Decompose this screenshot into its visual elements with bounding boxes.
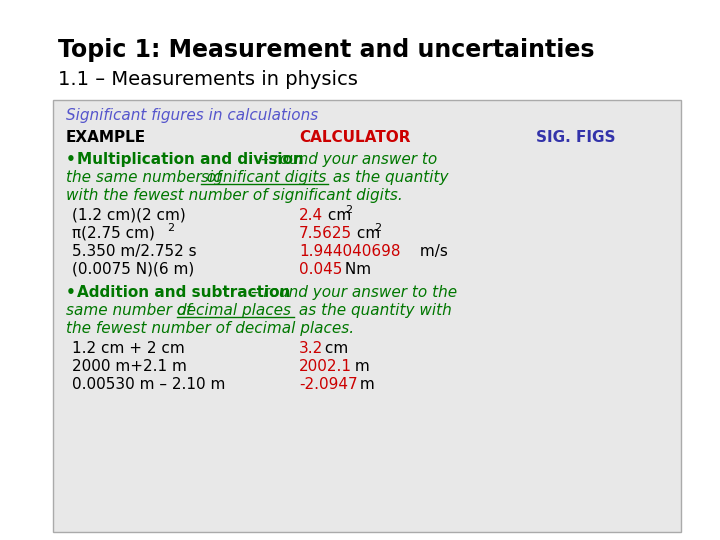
Text: Multiplication and division: Multiplication and division: [77, 152, 304, 167]
Text: same number of: same number of: [66, 303, 196, 318]
Text: 1.944040698: 1.944040698: [300, 244, 401, 259]
Text: cm: cm: [320, 341, 348, 356]
Text: with the fewest number of significant digits.: with the fewest number of significant di…: [66, 188, 402, 203]
Text: – round your answer to: – round your answer to: [256, 152, 437, 167]
Text: Significant figures in calculations: Significant figures in calculations: [66, 108, 318, 123]
Text: m: m: [351, 359, 370, 374]
Text: Topic 1: Measurement and uncertainties: Topic 1: Measurement and uncertainties: [58, 38, 595, 62]
Text: 2002.1: 2002.1: [300, 359, 352, 374]
Text: cm: cm: [352, 226, 381, 241]
Text: 7.5625: 7.5625: [300, 226, 352, 241]
Text: 0.045: 0.045: [300, 262, 343, 277]
Text: 2: 2: [167, 223, 174, 233]
Text: Nm: Nm: [340, 262, 371, 277]
Text: 1.2 cm + 2 cm: 1.2 cm + 2 cm: [73, 341, 185, 356]
Text: the same number of: the same number of: [66, 170, 226, 185]
Text: SIG. FIGS: SIG. FIGS: [536, 130, 615, 145]
Text: 2: 2: [346, 205, 353, 215]
Text: as the quantity: as the quantity: [328, 170, 449, 185]
Text: decimal places: decimal places: [176, 303, 291, 318]
Text: •: •: [66, 152, 76, 167]
Text: (1.2 cm)(2 cm): (1.2 cm)(2 cm): [73, 208, 186, 223]
Text: as the quantity with: as the quantity with: [294, 303, 452, 318]
Text: 1.1 – Measurements in physics: 1.1 – Measurements in physics: [58, 70, 358, 89]
Text: the fewest number of decimal places.: the fewest number of decimal places.: [66, 321, 354, 336]
Text: •: •: [66, 285, 76, 300]
Text: Addition and subtraction: Addition and subtraction: [77, 285, 291, 300]
Text: 5.350 m/2.752 s: 5.350 m/2.752 s: [73, 244, 197, 259]
Text: EXAMPLE: EXAMPLE: [66, 130, 145, 145]
Text: 0.00530 m – 2.10 m: 0.00530 m – 2.10 m: [73, 377, 226, 392]
Text: -2.0947: -2.0947: [300, 377, 358, 392]
Text: m/s: m/s: [415, 244, 448, 259]
Text: (0.0075 N)(6 m): (0.0075 N)(6 m): [73, 262, 194, 277]
Text: cm: cm: [323, 208, 351, 223]
Text: CALCULATOR: CALCULATOR: [300, 130, 410, 145]
Text: significant digits: significant digits: [201, 170, 326, 185]
Text: 3.2: 3.2: [300, 341, 323, 356]
Text: m: m: [355, 377, 375, 392]
Text: 2000 m+2.1 m: 2000 m+2.1 m: [73, 359, 187, 374]
FancyBboxPatch shape: [53, 100, 680, 532]
Text: 2: 2: [374, 223, 382, 233]
Text: 2.4: 2.4: [300, 208, 323, 223]
Text: π(2.75 cm): π(2.75 cm): [73, 226, 156, 241]
Text: – round your answer to the: – round your answer to the: [246, 285, 457, 300]
